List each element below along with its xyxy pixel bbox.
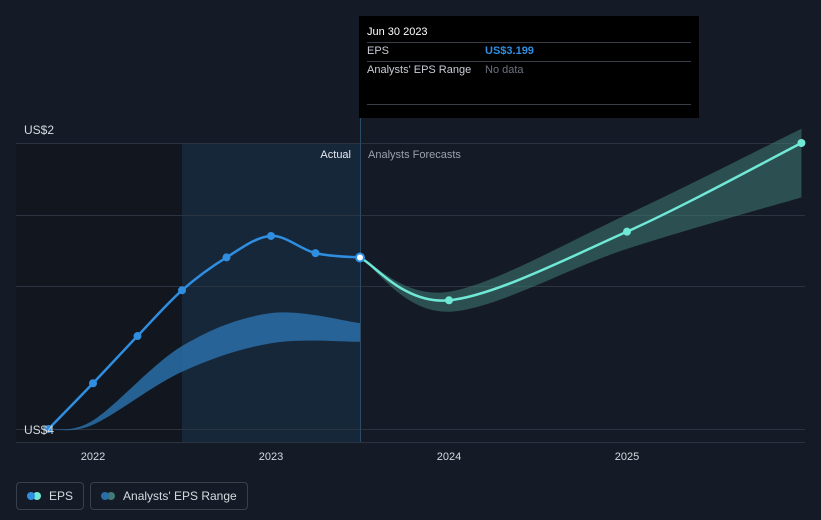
legend-range-label: Analysts' EPS Range [123, 489, 237, 503]
actual-label: Actual [320, 149, 351, 161]
eps-point [797, 139, 806, 147]
eps-point [178, 286, 186, 295]
eps-range-band-actual [48, 312, 360, 431]
eps-point [44, 425, 53, 433]
eps-point [133, 332, 142, 341]
eps-point [445, 296, 453, 305]
tooltip-eps-value: US$3.199 [485, 45, 534, 57]
legend-range-toggle[interactable]: Analysts' EPS Range [90, 482, 248, 510]
eps-point [623, 227, 631, 236]
eps-legend-icon [27, 492, 41, 500]
eps-line-actual [47, 234, 361, 430]
tooltip-eps-row: EPS US$3.199 [367, 42, 691, 61]
x-tick-label: 2025 [615, 451, 639, 463]
legend-eps-toggle[interactable]: EPS [16, 482, 85, 510]
hover-tooltip: Jun 30 2023 EPS US$3.199 Analysts' EPS R… [359, 16, 699, 118]
tooltip-range-row: Analysts' EPS Range No data [367, 61, 691, 80]
past-shade [16, 143, 182, 442]
forecast-label: Analysts Forecasts [368, 149, 461, 161]
y-tick-label: US$2 [24, 123, 54, 137]
range-legend-icon [101, 492, 116, 500]
x-tick-label: 2024 [437, 451, 461, 463]
legend-eps-label: EPS [49, 489, 74, 503]
tooltip-eps-label: EPS [367, 45, 390, 57]
y-tick-label: US$4 [24, 423, 54, 437]
eps-point [311, 249, 320, 258]
actual-shade [182, 143, 360, 442]
eps-point [222, 253, 231, 262]
eps-highlight-point [355, 252, 365, 263]
tooltip-range-value: No data [485, 64, 524, 76]
eps-range-band-forecast [360, 128, 802, 312]
x-tick-label: 2022 [81, 451, 105, 463]
eps-point [89, 379, 97, 388]
eps-line-forecast [359, 141, 803, 302]
chart-legend: EPS Analysts' EPS Range [16, 482, 248, 510]
tooltip-range-label: Analysts' EPS Range [367, 64, 472, 76]
x-tick-label: 2023 [259, 451, 283, 463]
eps-point [267, 231, 275, 240]
tooltip-date: Jun 30 2023 [367, 26, 428, 38]
